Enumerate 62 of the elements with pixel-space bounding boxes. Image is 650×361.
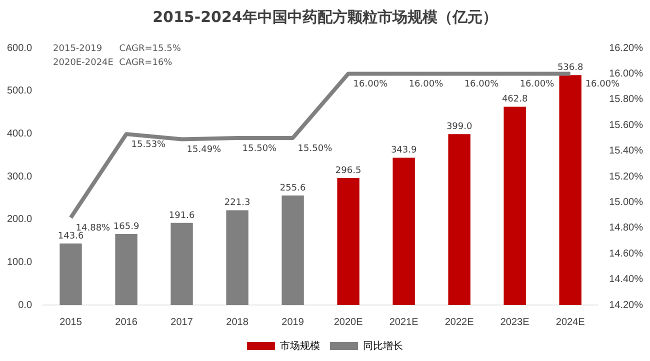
y-tick-label: 600.0	[6, 42, 32, 54]
y2-tick-label: 15.20%	[609, 171, 644, 182]
data-label: 343.9	[390, 146, 417, 156]
x-tick-label: 2018	[226, 316, 249, 328]
data-label: 15.50%	[242, 144, 278, 154]
data-label: 15.53%	[131, 140, 166, 150]
y-tick-label: 0.0	[18, 300, 32, 311]
data-label: 165.9	[113, 222, 140, 232]
annotation: 2020E-2024E CAGR=16%	[53, 58, 173, 68]
y-tick-label: 200.0	[6, 214, 32, 226]
data-label: 255.6	[280, 183, 306, 194]
y2-tick-label: 15.80%	[609, 94, 644, 106]
y2-tick-label: 16.00%	[609, 68, 644, 80]
data-label: 221.3	[224, 198, 250, 208]
data-label: 15.49%	[186, 145, 222, 156]
x-tick-label: 2023E	[500, 316, 530, 328]
data-label: 296.5	[335, 166, 362, 176]
data-label: 462.8	[502, 94, 528, 105]
data-label: 16.00%	[585, 80, 620, 90]
legend-label: 市场规模	[280, 340, 320, 352]
x-tick-label: 2020E	[334, 316, 364, 328]
y-tick-label: 400.0	[6, 128, 32, 140]
bar	[60, 243, 82, 305]
bar	[559, 75, 582, 305]
annotation: 2015-2019 CAGR=15.5%	[53, 44, 182, 54]
chart-title: 2015-2024年中国中药配方颗粒市场规模（亿元）	[152, 7, 498, 28]
x-tick-label: 2022E	[444, 316, 474, 328]
bar	[115, 234, 138, 305]
y2-tick-label: 16.20%	[609, 42, 644, 54]
y2-tick-label: 14.20%	[609, 300, 644, 311]
y2-tick-label: 14.40%	[609, 274, 644, 286]
data-label: 16.00%	[408, 80, 444, 90]
x-tick-label: 2016	[115, 316, 138, 328]
x-tick-label: 2017	[170, 316, 194, 328]
data-label: 16.00%	[520, 80, 555, 90]
bar	[392, 158, 415, 305]
data-label: 16.00%	[353, 80, 388, 90]
y-tick-label: 300.0	[6, 171, 32, 182]
data-label: 143.6	[58, 231, 84, 242]
bar	[226, 210, 248, 305]
legend-label: 同比增长	[363, 340, 403, 352]
y-tick-label: 500.0	[6, 86, 32, 97]
data-label: 15.50%	[298, 144, 333, 154]
bar	[282, 196, 304, 305]
y2-tick-label: 15.00%	[609, 196, 644, 208]
y-tick-label: 100.0	[6, 256, 32, 268]
x-tick-label: 2015	[60, 316, 82, 328]
x-tick-label: 2021E	[389, 316, 419, 328]
bar	[504, 106, 526, 305]
y2-tick-label: 15.40%	[609, 146, 644, 157]
y2-tick-label: 14.60%	[609, 248, 644, 260]
x-tick-label: 2024E	[556, 316, 586, 328]
x-tick-label: 2019	[282, 316, 304, 328]
bar	[448, 134, 470, 305]
bar	[170, 222, 193, 305]
bar	[337, 178, 360, 305]
y2-tick-label: 15.60%	[609, 120, 644, 131]
data-label: 16.00%	[464, 80, 500, 90]
y2-tick-label: 14.80%	[609, 222, 644, 234]
data-label: 536.8	[557, 62, 584, 73]
data-label: 191.6	[168, 210, 195, 221]
data-label: 399.0	[446, 122, 472, 132]
